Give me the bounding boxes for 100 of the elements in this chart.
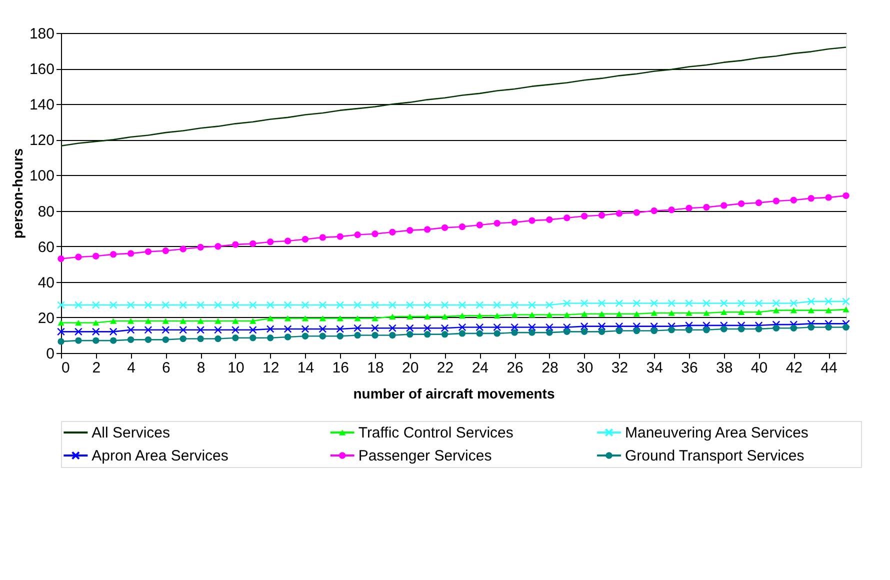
- x-tick-label: 42: [786, 360, 803, 376]
- point: [685, 299, 693, 308]
- point: [755, 326, 762, 332]
- point: [372, 315, 378, 322]
- point: [720, 309, 728, 316]
- point: [196, 301, 205, 309]
- point: [825, 194, 832, 201]
- point: [686, 310, 692, 316]
- point: [598, 212, 606, 219]
- point: [319, 332, 326, 340]
- point: [406, 314, 414, 320]
- point: [302, 315, 309, 322]
- y-tick-label: 0: [46, 346, 54, 362]
- point: [842, 320, 850, 328]
- point: [440, 324, 449, 332]
- point: [284, 315, 292, 322]
- x-tick-label: 28: [542, 360, 558, 376]
- point: [231, 301, 240, 309]
- point: [284, 325, 292, 333]
- point: [772, 307, 780, 314]
- x-tick-label: 34: [646, 360, 663, 376]
- point: [197, 244, 204, 251]
- point: [214, 335, 222, 342]
- point: [633, 327, 640, 334]
- point: [110, 318, 117, 324]
- point: [808, 194, 814, 202]
- point: [476, 330, 484, 337]
- point: [703, 310, 710, 316]
- point: [250, 334, 256, 342]
- point: [266, 315, 274, 322]
- x-tick-label: 26: [506, 360, 524, 376]
- point: [842, 306, 850, 312]
- point: [389, 314, 396, 320]
- point: [318, 301, 327, 309]
- point: [493, 301, 502, 309]
- point: [336, 233, 344, 240]
- point: [109, 301, 118, 309]
- point: [180, 318, 186, 324]
- x-tick-label: 14: [297, 360, 314, 376]
- legend-label: Maneuvering Area Services: [625, 424, 808, 442]
- point: [755, 309, 762, 316]
- point: [371, 324, 379, 332]
- point: [476, 312, 484, 319]
- point: [807, 297, 816, 306]
- point: [92, 252, 100, 260]
- point: [162, 326, 170, 334]
- point: [580, 212, 588, 220]
- point: [842, 324, 850, 331]
- point: [266, 334, 274, 342]
- point: [546, 312, 553, 318]
- point: [58, 255, 64, 262]
- point: [144, 248, 152, 256]
- y-tick-label: 100: [29, 168, 54, 185]
- point: [75, 320, 82, 326]
- point: [162, 301, 170, 309]
- y-axis-title: person-hours: [9, 148, 26, 239]
- point: [494, 312, 500, 319]
- point: [546, 329, 553, 336]
- point: [650, 327, 658, 334]
- point: [301, 301, 310, 309]
- point: [510, 301, 519, 309]
- x-tick-label: 18: [367, 360, 384, 376]
- point: [650, 310, 658, 316]
- point: [510, 323, 519, 332]
- x-tick-label: 40: [750, 360, 768, 376]
- point: [74, 328, 82, 336]
- legend-label: Ground Transport Services: [625, 448, 804, 464]
- point: [388, 324, 396, 332]
- x-tick-label: 44: [820, 360, 838, 376]
- point: [616, 310, 623, 317]
- point: [790, 299, 798, 308]
- point: [231, 326, 240, 334]
- point: [790, 324, 798, 332]
- point: [458, 312, 466, 319]
- x-tick-label: 22: [436, 360, 454, 376]
- x-tick-label: 16: [332, 360, 349, 376]
- point: [232, 241, 239, 248]
- point: [615, 322, 624, 330]
- point: [580, 322, 588, 330]
- x-tick-label: 24: [472, 360, 489, 376]
- point: [720, 299, 728, 308]
- point: [616, 210, 623, 217]
- x-tick-label: 2: [92, 360, 101, 376]
- point: [162, 247, 170, 254]
- point: [738, 200, 745, 208]
- point: [92, 337, 100, 344]
- x-tick-label: 20: [402, 360, 419, 376]
- point: [372, 332, 378, 339]
- x-tick-label: 30: [576, 360, 594, 376]
- x-tick-label: 10: [228, 360, 244, 376]
- point: [528, 301, 536, 309]
- point: [423, 301, 432, 309]
- point: [180, 335, 186, 342]
- point: [458, 330, 466, 337]
- point: [214, 318, 222, 324]
- point: [737, 299, 746, 308]
- point: [511, 312, 518, 318]
- point: [126, 301, 135, 309]
- point: [632, 322, 641, 330]
- x-tick-label: 38: [716, 360, 733, 376]
